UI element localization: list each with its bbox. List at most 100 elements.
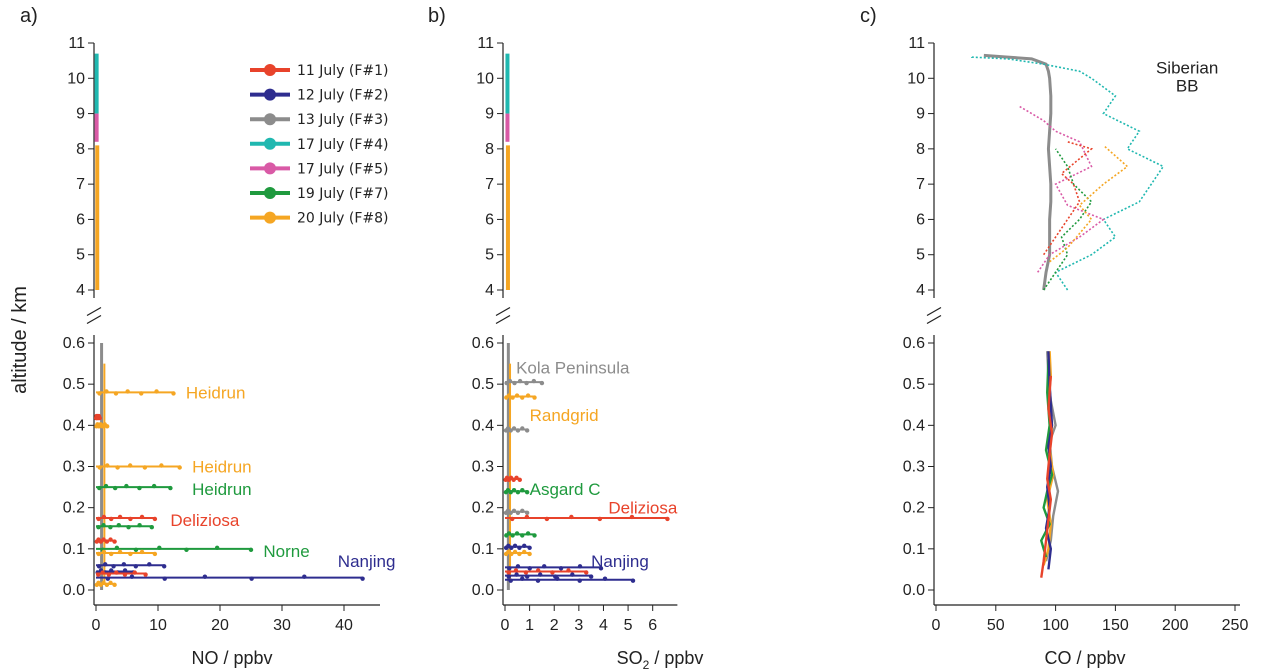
plume-point-F1 <box>597 516 603 522</box>
plume-point-F1 <box>152 516 158 522</box>
plume-point-F1 <box>523 570 529 575</box>
legend-marker-F1 <box>264 64 276 76</box>
annotation-label: Asgard C <box>530 480 601 499</box>
plume-point-F8 <box>97 465 102 470</box>
y-tick-label: 0.1 <box>63 541 85 558</box>
plume-point-F2 <box>129 574 135 579</box>
panel-c: c) CO / ppbv 4 5 6 7 8 9 10 11 0.0 0.1 0.2 0.3 0.4 0.… <box>860 5 1248 668</box>
plume-point-F2 <box>588 574 594 579</box>
plume-point-F1 <box>524 514 530 520</box>
plume-point-F7 <box>510 533 515 538</box>
plume-point-F3 <box>508 428 513 433</box>
legend-label: 11 July (F#1) <box>297 63 389 79</box>
plume-point-F2 <box>105 576 111 581</box>
plume-point-F3 <box>524 510 530 515</box>
plume-point-F8 <box>112 582 117 588</box>
plume-point-F3 <box>504 380 509 386</box>
y-tick-label: 0.3 <box>472 459 494 476</box>
axis-break-mark <box>86 314 102 325</box>
plume-point-F8 <box>506 393 512 398</box>
x-tick-label: 10 <box>149 617 167 634</box>
plume-point-F2 <box>133 564 139 569</box>
plume-point-F2 <box>517 545 522 550</box>
plume-point-F3 <box>508 510 513 515</box>
plume-point-F2 <box>162 576 167 581</box>
y-tick-label: 8 <box>485 141 494 158</box>
plume-point-F2 <box>202 574 208 579</box>
plume-point-F2 <box>577 578 582 583</box>
y-tick-label: 0.4 <box>903 417 925 434</box>
y-tick-label: 0.4 <box>472 417 494 434</box>
plume-point-F2 <box>555 576 560 581</box>
annotation-label: Nanjing <box>338 552 396 571</box>
plume-point-F8 <box>96 551 101 557</box>
y-tick-label: 0.6 <box>472 335 494 352</box>
plume-point-F3 <box>520 426 525 431</box>
plume-point-F8 <box>101 580 106 586</box>
plume-point-F8 <box>108 580 113 586</box>
plume-point-F1 <box>143 572 148 577</box>
plume-point-F2 <box>147 562 152 567</box>
plume-point-F7 <box>114 545 120 551</box>
y-tick-label: 0.5 <box>63 376 85 393</box>
plume-point-F7 <box>116 522 121 528</box>
plume-point-F2 <box>507 566 512 571</box>
x-tick-label: 5 <box>624 617 633 634</box>
y-tick-label: 0.5 <box>903 376 925 393</box>
plume-point-F7 <box>151 483 157 489</box>
panel-c-label: c) <box>860 5 877 27</box>
y-tick-label: 11 <box>908 35 925 52</box>
y-tick-label: 4 <box>76 282 85 299</box>
y-tick-label: 0.1 <box>903 541 925 558</box>
plume-point-F8 <box>142 465 148 470</box>
plume-point-F8 <box>104 582 110 588</box>
plume-point-F3 <box>531 378 537 384</box>
plume-point-F2 <box>122 568 128 573</box>
plume-point-F7 <box>515 490 521 495</box>
y-tick-label: 5 <box>76 247 85 264</box>
plume-point-F2 <box>527 566 532 571</box>
plume-point-F7 <box>101 522 106 528</box>
plume-point-F1 <box>550 570 555 575</box>
legend-marker-F3 <box>264 113 276 126</box>
y-tick-label: 0.6 <box>63 335 85 352</box>
panel-b: b) SO2 / ppbv 45678910110.00.10.20.30.40… <box>428 5 703 672</box>
plume-point-F7 <box>133 547 139 553</box>
plume-point-F2 <box>535 578 541 583</box>
legend-marker-F2 <box>264 88 276 101</box>
plume-point-F1 <box>132 570 137 575</box>
plume-point-F2 <box>537 572 543 577</box>
plume-point-F8 <box>113 391 119 396</box>
plume-point-F2 <box>598 566 604 571</box>
plume-point-F8 <box>97 391 102 396</box>
x-tick-label: 0 <box>92 617 101 634</box>
plume-point-F1 <box>584 570 589 575</box>
plume-point-F1 <box>569 514 574 520</box>
plume-point-F8 <box>512 549 518 555</box>
y-tick-label: 6 <box>916 211 925 228</box>
x-tick-label: 20 <box>211 617 229 634</box>
plume-point-F1 <box>513 568 519 573</box>
plume-point-F8 <box>104 424 110 429</box>
axis-break-mark <box>926 306 942 317</box>
legend-label: 20 July (F#8) <box>297 211 389 227</box>
profile-upper-F7 <box>1042 148 1093 291</box>
plume-point-F8 <box>159 463 164 468</box>
profile-upper-F3 <box>983 53 1053 291</box>
plume-point-F1 <box>139 514 145 520</box>
plume-point-F3 <box>515 510 521 515</box>
plume-point-F1 <box>108 537 113 542</box>
plume-point-F2 <box>96 564 102 569</box>
annotation-label: Heidrun <box>192 458 252 477</box>
plume-point-F3 <box>511 508 517 513</box>
plume-point-F7 <box>520 533 525 538</box>
x-tick-label: 0 <box>501 617 510 634</box>
y-tick-label: 9 <box>485 106 494 123</box>
plume-point-F3 <box>515 428 521 433</box>
plume-point-F1 <box>535 568 541 573</box>
y-tick-label: 0.2 <box>903 500 925 517</box>
plume-point-F8 <box>125 389 130 394</box>
legend-marker-F7 <box>264 187 276 199</box>
plume-point-F2 <box>302 574 307 579</box>
